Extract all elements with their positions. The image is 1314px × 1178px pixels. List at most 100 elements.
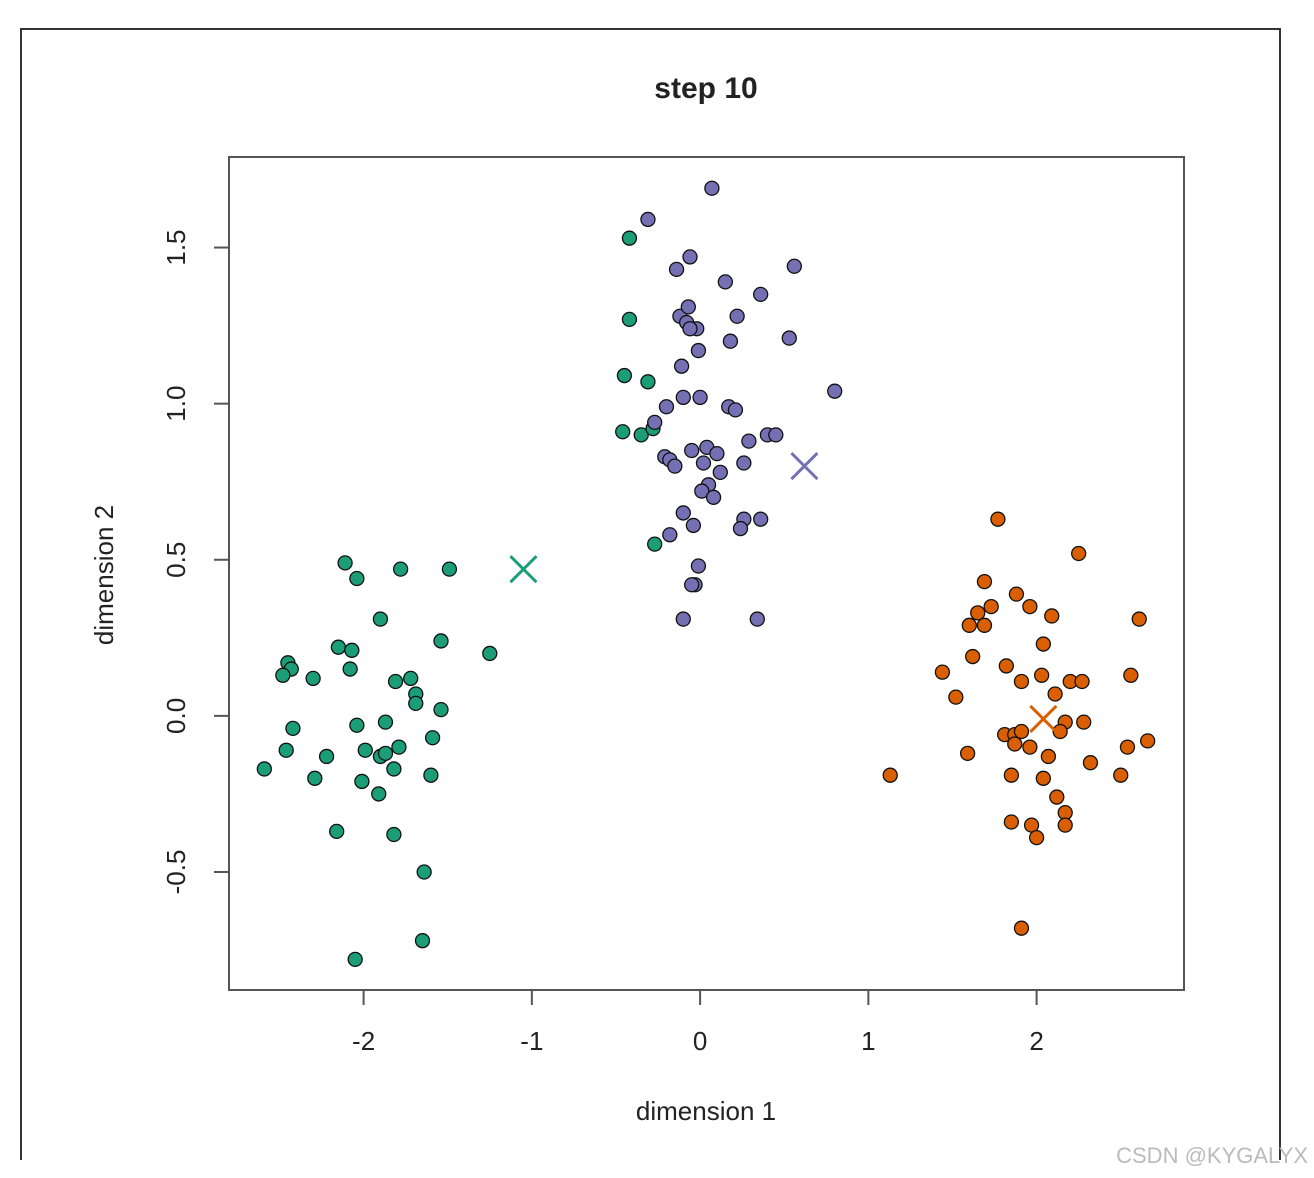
- point: [344, 642, 360, 658]
- point: [349, 570, 365, 587]
- point: [423, 767, 439, 783]
- point: [684, 442, 700, 459]
- point: [684, 577, 700, 593]
- y-tick-label: 1.5: [161, 229, 191, 265]
- centroid: [790, 452, 819, 481]
- point: [337, 555, 353, 571]
- point: [695, 455, 712, 471]
- point: [256, 761, 272, 777]
- point: [615, 424, 631, 440]
- point: [722, 333, 739, 349]
- point: [414, 933, 431, 949]
- point: [682, 249, 698, 265]
- point: [976, 617, 993, 633]
- point: [647, 536, 663, 552]
- point: [1076, 714, 1092, 730]
- point: [1028, 829, 1045, 846]
- point: [709, 445, 725, 462]
- chart-title: step 10: [654, 72, 757, 105]
- point: [1074, 673, 1090, 690]
- point: [685, 517, 702, 534]
- point: [749, 611, 765, 627]
- point: [1013, 723, 1030, 740]
- point: [633, 427, 649, 443]
- centroid: [1029, 704, 1058, 734]
- point: [1003, 767, 1020, 783]
- point: [1008, 586, 1025, 602]
- point: [729, 308, 745, 324]
- y-tick-label: -0.5: [161, 850, 191, 895]
- point: [682, 321, 698, 337]
- x-tick-label: 2: [1029, 1026, 1043, 1056]
- point: [640, 374, 656, 390]
- point: [1113, 767, 1129, 783]
- point: [948, 689, 964, 705]
- point: [307, 770, 323, 786]
- point: [387, 673, 404, 690]
- point: [680, 299, 696, 315]
- point: [1047, 686, 1063, 702]
- point: [959, 745, 976, 761]
- point: [934, 664, 951, 680]
- point: [882, 767, 898, 783]
- point: [640, 211, 656, 228]
- point: [1022, 739, 1038, 755]
- x-axis-label: dimension 1: [636, 1096, 776, 1126]
- point: [1123, 667, 1139, 683]
- point: [403, 670, 419, 687]
- point: [675, 389, 691, 406]
- point: [1040, 748, 1057, 765]
- point: [961, 617, 977, 633]
- point: [1007, 736, 1023, 752]
- point: [1052, 723, 1068, 740]
- point: [983, 598, 999, 615]
- point: [704, 180, 720, 196]
- point: [372, 611, 389, 627]
- point: [668, 261, 685, 278]
- point: [377, 714, 394, 730]
- plot-box: [228, 156, 1185, 991]
- point: [1022, 598, 1038, 615]
- point: [727, 402, 744, 418]
- y-tick-label: 1.0: [161, 386, 191, 422]
- point: [1013, 673, 1030, 690]
- point: [1140, 733, 1156, 749]
- x-tick-label: 0: [693, 1026, 707, 1056]
- point: [318, 748, 335, 765]
- y-axis-label: dimension 2: [89, 505, 119, 645]
- point: [621, 311, 638, 328]
- point: [690, 558, 707, 574]
- point: [1082, 755, 1099, 771]
- point: [416, 864, 432, 880]
- window-frame: [20, 28, 1281, 1160]
- point: [692, 389, 708, 406]
- point: [675, 611, 691, 627]
- point: [285, 720, 301, 737]
- x-tick-label: -1: [520, 1026, 543, 1056]
- point: [753, 286, 769, 303]
- point: [667, 458, 683, 474]
- point: [357, 742, 373, 758]
- point: [441, 561, 458, 577]
- point: [621, 230, 638, 246]
- point: [1013, 920, 1030, 936]
- point: [433, 701, 449, 718]
- point: [1131, 611, 1147, 627]
- point: [1003, 814, 1020, 830]
- point: [675, 505, 691, 521]
- point: [278, 742, 294, 758]
- point: [275, 667, 291, 683]
- point: [690, 342, 707, 359]
- point: [786, 258, 802, 274]
- point: [1035, 770, 1051, 786]
- point: [349, 717, 365, 733]
- point: [717, 274, 733, 290]
- point: [732, 520, 749, 537]
- point: [433, 633, 449, 649]
- point: [1119, 739, 1136, 755]
- point: [347, 951, 363, 968]
- point: [712, 464, 728, 480]
- point: [424, 730, 441, 746]
- point: [377, 745, 394, 761]
- point: [736, 455, 752, 471]
